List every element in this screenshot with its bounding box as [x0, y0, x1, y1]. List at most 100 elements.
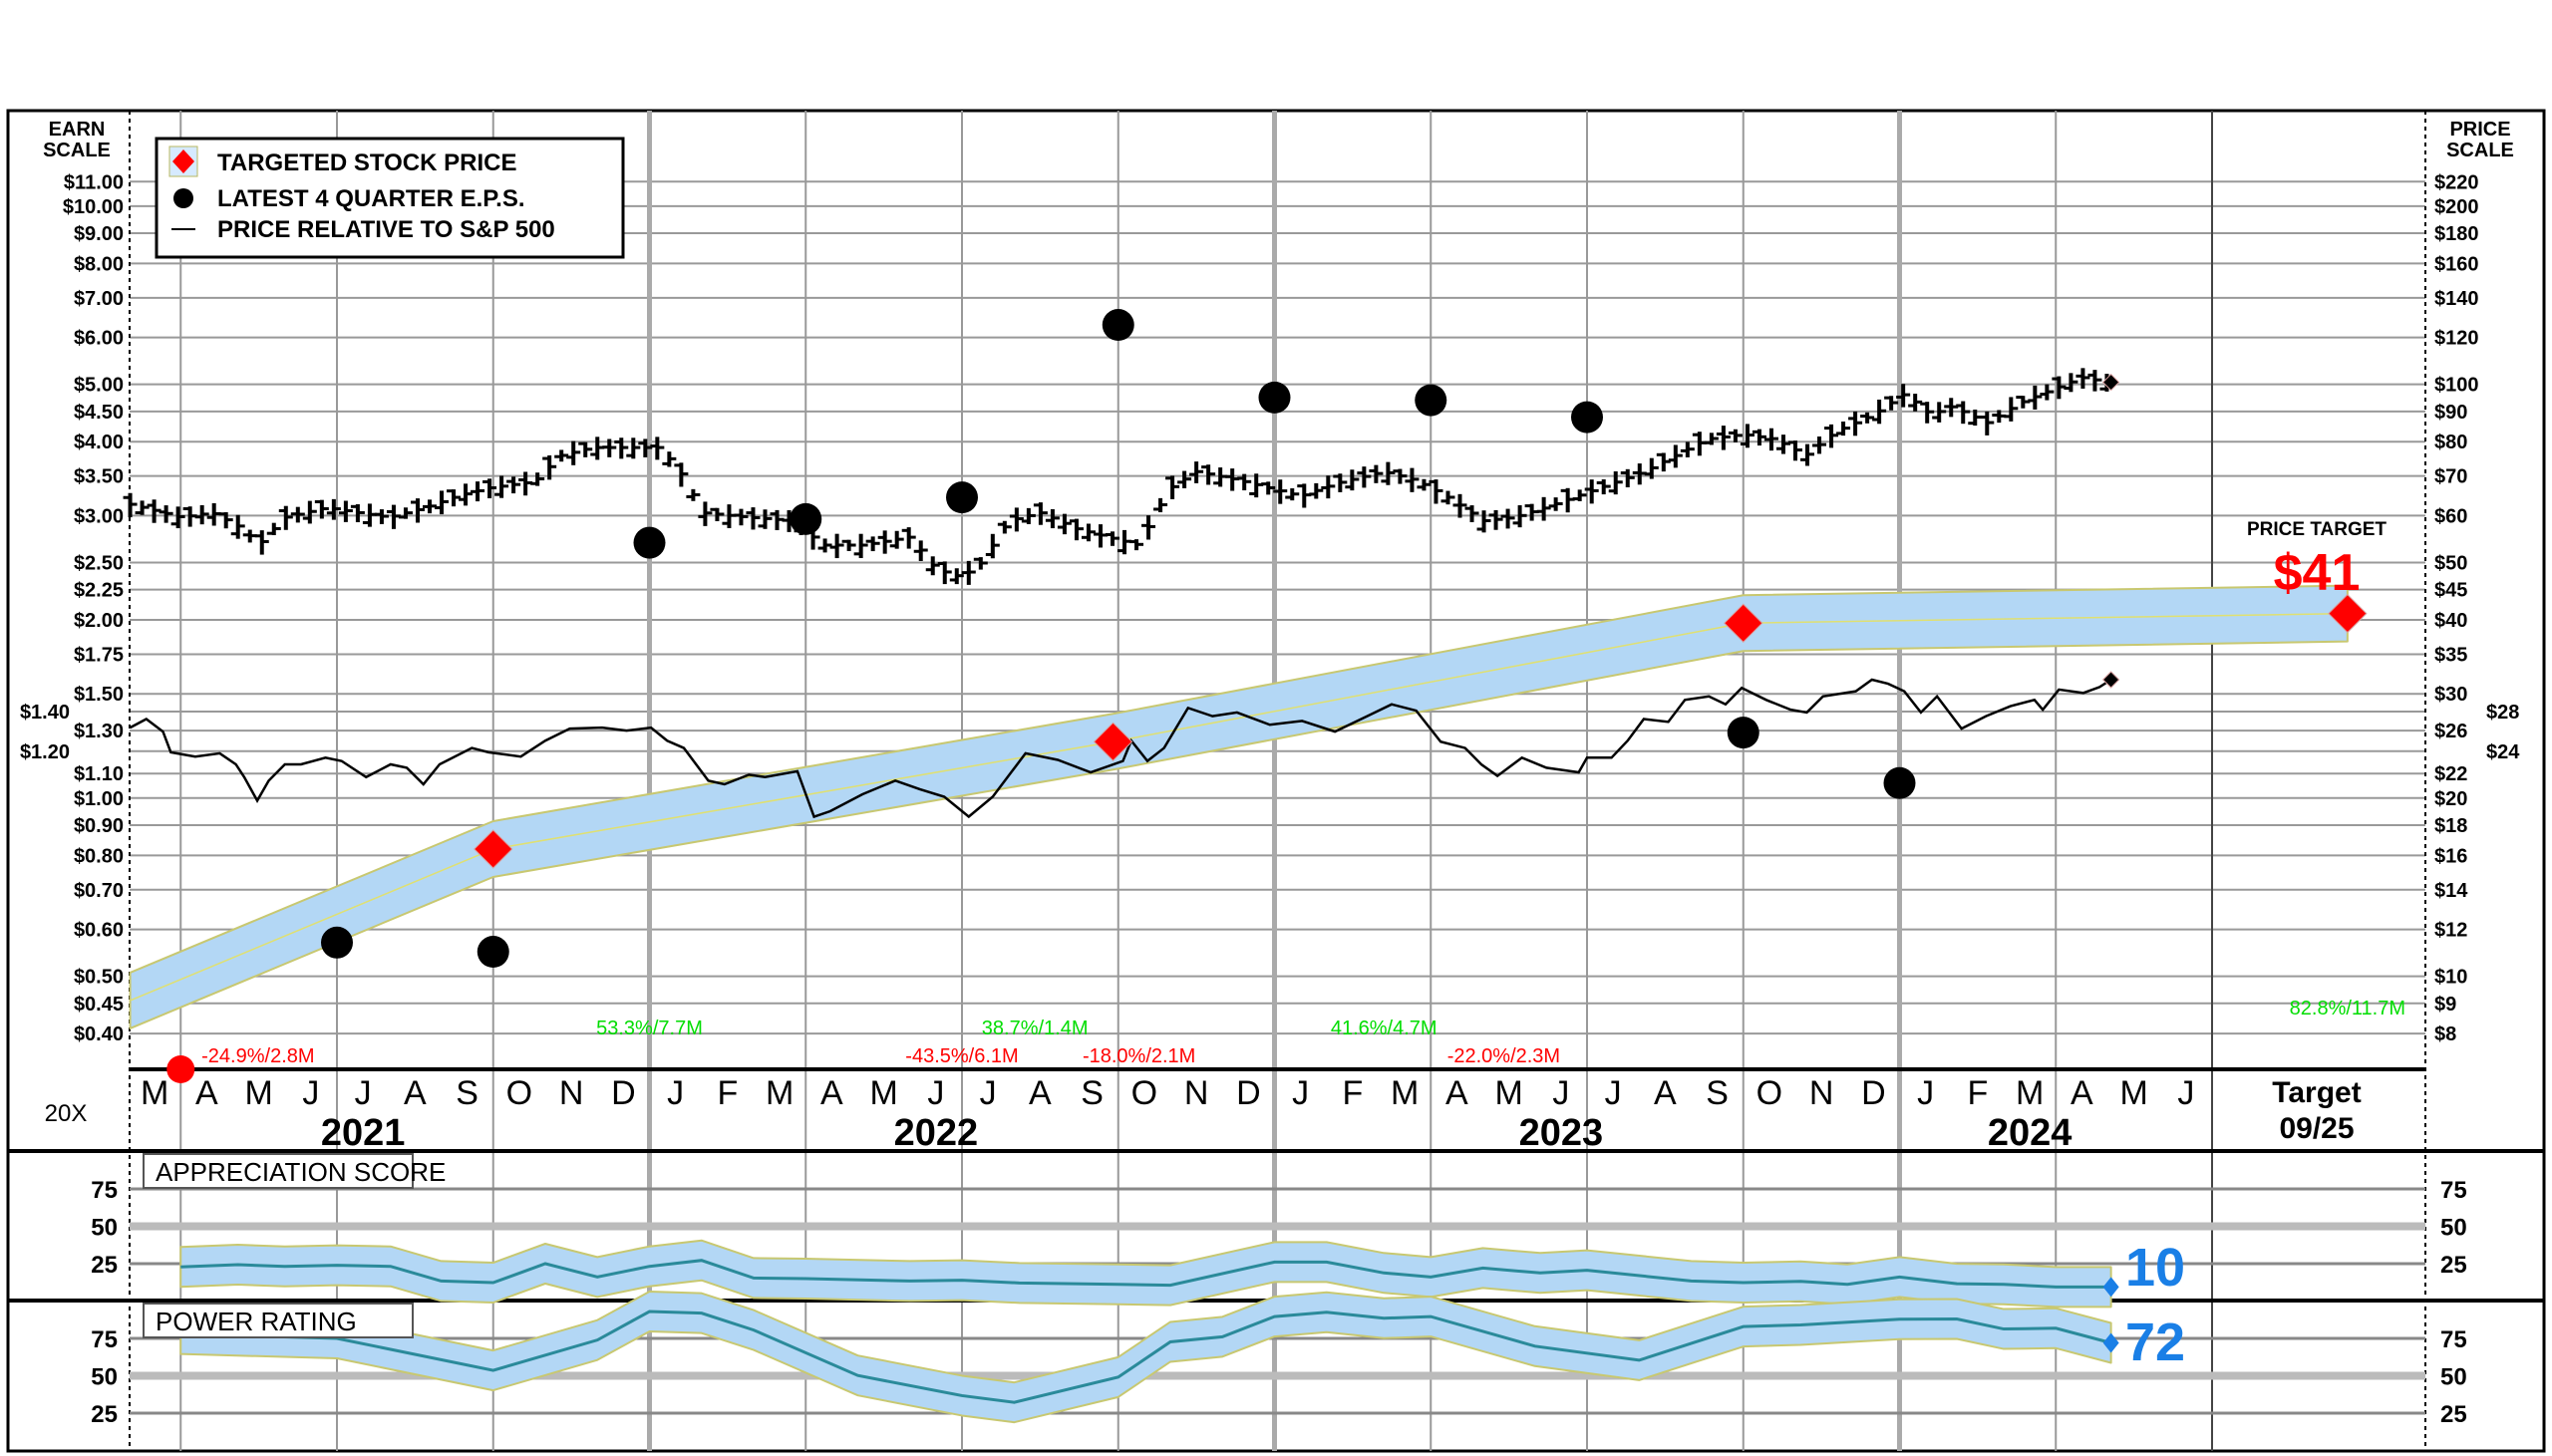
price-scale-title-1: PRICE: [2449, 119, 2510, 141]
latest-price-marker: [2101, 373, 2120, 392]
price-tick-label: $45: [2434, 580, 2467, 602]
earn-tick-label: $0.90: [74, 815, 124, 837]
earn-tick-label: $9.00: [74, 223, 124, 245]
price-tick-label: $10: [2434, 967, 2467, 989]
year-label: 2021: [321, 1112, 406, 1154]
price-tick-label: $35: [2434, 644, 2467, 666]
month-label: J: [1605, 1074, 1622, 1112]
year-label: 2024: [1988, 1112, 2073, 1154]
power-final-value: 72: [2125, 1312, 2185, 1372]
earn-tick-label: $0.40: [74, 1023, 124, 1045]
earn-tick-label: $2.25: [74, 580, 124, 602]
earn-scale-title-1: EARN: [49, 119, 106, 141]
earn-tick-label: $3.50: [74, 466, 124, 488]
latest-relative-marker: [2101, 671, 2120, 689]
power-end-marker: [2102, 1332, 2119, 1353]
target-column-date: 09/25: [2279, 1112, 2354, 1145]
price-tick-label: $60: [2434, 505, 2467, 527]
appreciation-score-title: APPRECIATION SCORE: [156, 1157, 446, 1187]
eps-dots: [321, 309, 1916, 969]
price-target-label: PRICE TARGET: [2247, 519, 2387, 540]
year-label: 2023: [1519, 1112, 1604, 1154]
eps-dot: [1571, 401, 1603, 434]
price-tick-label: $140: [2434, 288, 2479, 310]
price-tick-label: $16: [2434, 845, 2467, 867]
appreciation-tick-left: 50: [91, 1215, 118, 1242]
appreciation-tick-right: 25: [2440, 1252, 2467, 1279]
month-label: M: [2016, 1074, 2044, 1112]
earn-tick-label: $1.50: [74, 684, 124, 706]
target-diamond: [1724, 603, 1763, 643]
month-label: F: [717, 1074, 738, 1112]
appreciation-end-marker: [2102, 1277, 2119, 1298]
price-tick-label: $18: [2434, 815, 2467, 837]
volume-annotation: -22.0%/2.3M: [1447, 1045, 1560, 1067]
eps-dot: [790, 502, 822, 535]
month-label: J: [980, 1074, 997, 1112]
month-label: A: [195, 1074, 218, 1112]
earn-tick-label: $1.10: [74, 763, 124, 785]
price-tick-label: $9: [2434, 994, 2456, 1016]
axis-labels: $11.00 $220 $10.00 $200 $9.00 $180 $8.00 $160 $7…: [20, 171, 2520, 1428]
month-label: D: [1236, 1074, 1261, 1112]
month-label: A: [2071, 1074, 2093, 1112]
price-tick-label: $22: [2434, 763, 2467, 785]
month-label: J: [1552, 1074, 1569, 1112]
price-tick-label: $24: [2486, 741, 2520, 763]
power-tick-right: 75: [2440, 1326, 2467, 1353]
month-label: F: [1967, 1074, 1988, 1112]
month-label: M: [1391, 1074, 1419, 1112]
score-panels: [179, 1239, 2119, 1424]
eps-dot: [1258, 381, 1291, 414]
red-diamond-icon: [172, 149, 194, 173]
eps-dot: [477, 936, 509, 969]
month-label: J: [667, 1074, 684, 1112]
year-label: 2022: [894, 1112, 979, 1154]
price-tick-label: $200: [2434, 196, 2479, 218]
eps-dot: [946, 481, 978, 514]
month-label: S: [1081, 1074, 1104, 1112]
earn-tick-label: $6.00: [74, 328, 124, 350]
appreciation-tick-left: 75: [91, 1177, 118, 1204]
earn-tick-label: $11.00: [64, 171, 124, 193]
price-tick-label: $14: [2434, 880, 2468, 902]
month-label: M: [1494, 1074, 1522, 1112]
month-label: S: [1706, 1074, 1729, 1112]
legend-label-targeted: TARGETED STOCK PRICE: [217, 149, 516, 176]
month-label: M: [2119, 1074, 2147, 1112]
month-label: F: [1342, 1074, 1363, 1112]
appreciation-band: [179, 1239, 2112, 1309]
eps-dot: [1727, 717, 1759, 749]
month-label: N: [559, 1074, 584, 1112]
target-band: [129, 584, 2349, 1029]
price-tick-label: $30: [2434, 684, 2467, 706]
price-tick-label: $120: [2434, 328, 2479, 350]
targeted-price-band: [129, 584, 2349, 1029]
month-label: M: [766, 1074, 794, 1112]
legend-label-eps: LATEST 4 QUARTER E.P.S.: [217, 185, 525, 212]
power-tick-right: 50: [2440, 1364, 2467, 1391]
legend-label-relative: PRICE RELATIVE TO S&P 500: [217, 216, 555, 243]
black-circle-icon: [173, 188, 193, 208]
month-label: A: [1029, 1074, 1052, 1112]
price-target-diamond: [2328, 593, 2368, 634]
earn-tick-label: $1.30: [74, 721, 124, 742]
month-label: J: [1292, 1074, 1309, 1112]
power-rating-title-box: POWER RATING: [143, 1303, 414, 1338]
volume-annotation: -18.0%/2.1M: [1083, 1045, 1195, 1067]
price-bars: [123, 368, 2114, 585]
month-label: M: [244, 1074, 272, 1112]
markers: -24.9%/2.8M 53.3%/7.7M -43.5%/6.1M 38.7%/1.…: [166, 373, 2405, 1083]
target-diamond: [1093, 722, 1133, 761]
earn-tick-label: $0.70: [74, 880, 124, 902]
price-tick-label: $50: [2434, 552, 2467, 574]
volume-annotation: 41.6%/4.7M: [1331, 1018, 1437, 1039]
volume-annotation: -24.9%/2.8M: [201, 1045, 314, 1067]
earn-tick-label: $0.80: [74, 845, 124, 867]
price-scale-title-2: SCALE: [2446, 140, 2514, 161]
price-tick-label: $40: [2434, 610, 2467, 632]
price-tick-label: $180: [2434, 223, 2479, 245]
month-label: D: [1861, 1074, 1886, 1112]
appreciation-score-title-box: APPRECIATION SCORE: [143, 1153, 446, 1189]
